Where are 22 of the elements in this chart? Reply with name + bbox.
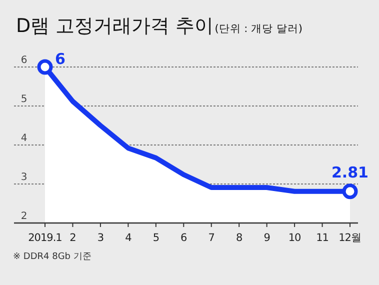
x-tick-label: 9 [264,232,270,244]
chart-subtitle: (단위 : 개당 달러) [214,23,302,35]
x-tick-label: 10 [288,232,301,244]
x-tick-label: 4 [125,232,132,244]
y-tick-label: 2 [20,211,28,222]
x-tick-label: 2 [70,232,76,244]
x-tick-label: 6 [180,232,188,244]
y-tick-label: 4 [20,133,28,144]
x-tick-label: 5 [152,232,160,244]
y-tick-label: 5 [20,94,28,105]
x-tick-label: 7 [208,232,214,244]
x-tick-label: 2019.1 [28,232,62,244]
x-tick-label: 11 [316,232,328,244]
y-tick-label: 6 [20,55,28,66]
data-label: 6 [55,50,66,68]
x-tick-label: 12월 [338,232,362,244]
x-tick-label: 3 [97,232,104,244]
x-tick-label: 8 [236,232,242,244]
y-tick-label: 3 [20,172,28,183]
text: ※ DDR4 8Gb 기준 [13,252,92,262]
chart-title: D램 고정거래가격 추이 [16,15,214,37]
data-label: 2.81 [331,163,369,182]
